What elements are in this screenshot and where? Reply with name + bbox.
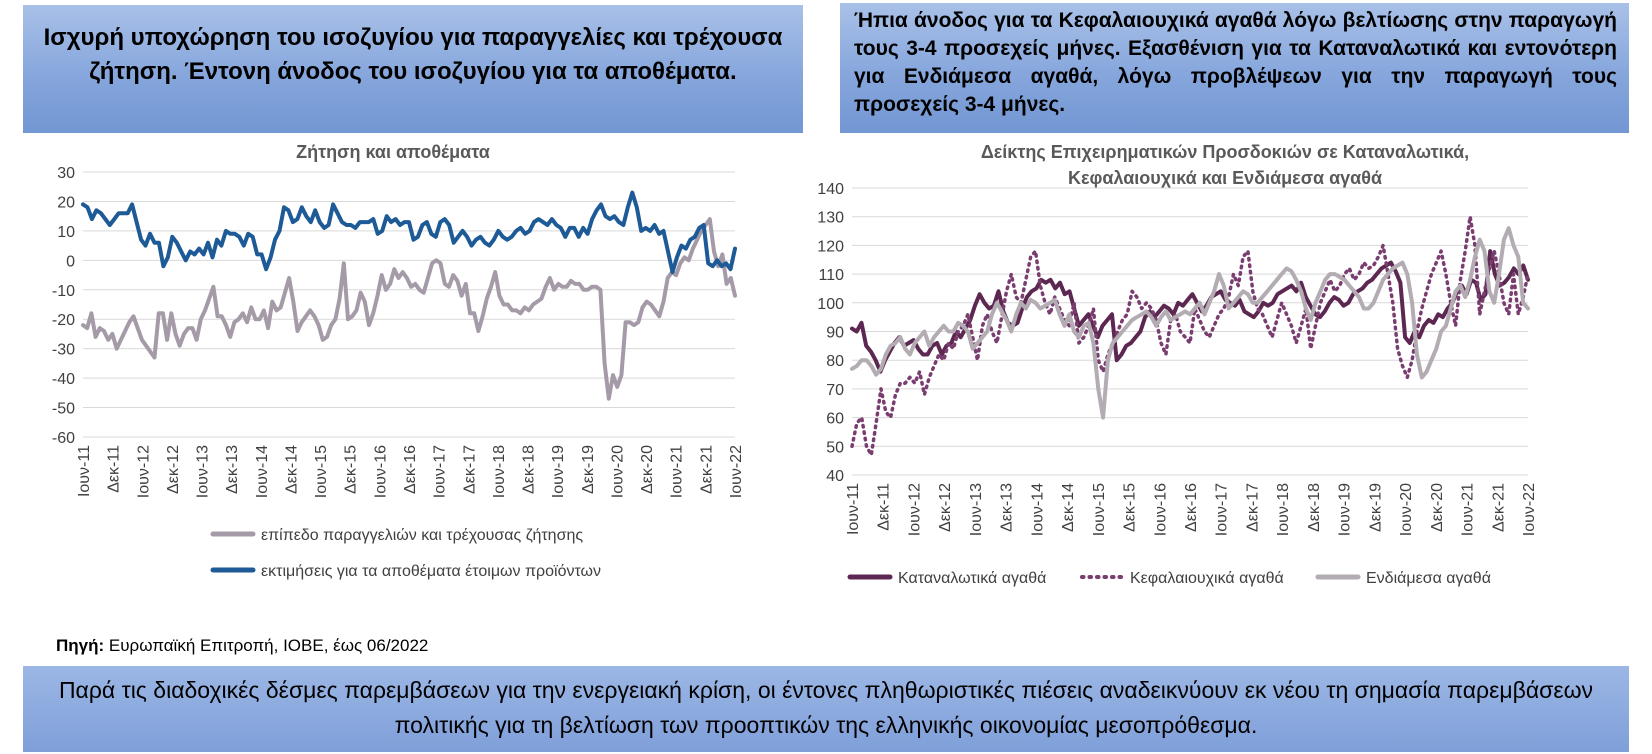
- y-tick-label: -40: [52, 371, 75, 388]
- x-tick-label: Δεκ-16: [402, 445, 419, 494]
- source-text: Ευρωπαϊκή Επιτροπή, ΙΟΒΕ, έως 06/2022: [104, 636, 429, 655]
- x-tick-label: Δεκ-15: [343, 445, 360, 494]
- x-tick-label: Δεκ-13: [999, 483, 1016, 532]
- x-tick-label: Δεκ-11: [106, 445, 123, 493]
- legend-label: Ενδιάμεσα αγαθά: [1366, 570, 1491, 587]
- x-tick-label: Ιουν-18: [1275, 483, 1292, 536]
- y-tick-label: 60: [826, 411, 844, 428]
- bottom-conclusion-text: Παρά τις διαδοχικές δέσμες παρεμβάσεων γ…: [58, 677, 1594, 738]
- x-tick-label: Δεκ-19: [580, 445, 597, 494]
- y-tick-label: -20: [52, 312, 75, 329]
- chart-title: Κεφαλαιουχικά και Ενδιάμεσα αγαθά: [1068, 168, 1382, 188]
- x-tick-label: Ιουν-11: [845, 483, 862, 535]
- legend-label: επίπεδο παραγγελιών και τρέχουσας ζήτηση…: [261, 527, 583, 544]
- x-tick-label: Ιουν-15: [313, 445, 330, 498]
- y-tick-label: 130: [817, 210, 844, 227]
- x-tick-label: Δεκ-20: [1429, 483, 1446, 532]
- x-tick-label: Ιουν-18: [491, 445, 508, 498]
- x-tick-label: Δεκ-17: [1244, 483, 1261, 532]
- y-tick-label: 120: [817, 238, 844, 255]
- x-tick-label: Δεκ-16: [1183, 483, 1200, 532]
- y-tick-label: 30: [57, 165, 75, 182]
- source-label: Πηγή:: [56, 636, 105, 655]
- y-tick-label: 80: [826, 353, 844, 370]
- x-tick-label: Δεκ-15: [1122, 483, 1139, 532]
- x-tick-label: Ιουν-21: [669, 445, 686, 498]
- x-tick-label: Δεκ-21: [1490, 483, 1507, 532]
- x-tick-label: Ιουν-19: [550, 445, 567, 498]
- chart-business-expectations: Δείκτης Επιχειρηματικών Προσδοκιών σε Κα…: [817, 142, 1538, 587]
- x-tick-label: Ιουν-13: [195, 445, 212, 498]
- x-tick-label: Ιουν-17: [432, 445, 449, 498]
- legend-label: Κεφαλαιουχικά αγαθά: [1130, 570, 1284, 587]
- x-tick-label: Δεκ-14: [283, 445, 300, 494]
- source-note: Πηγή: Ευρωπαϊκή Επιτροπή, ΙΟΒΕ, έως 06/2…: [56, 636, 428, 656]
- x-tick-label: Ιουν-15: [1091, 483, 1108, 536]
- y-tick-label: -60: [52, 430, 75, 447]
- x-tick-label: Ιουν-22: [1521, 483, 1538, 536]
- x-tick-label: Δεκ-21: [698, 445, 715, 494]
- y-tick-label: -50: [52, 401, 75, 418]
- y-tick-label: 90: [826, 325, 844, 342]
- series-line-2: [81, 190, 737, 275]
- y-tick-label: 110: [818, 267, 844, 284]
- y-tick-label: 10: [57, 224, 75, 241]
- y-tick-label: -30: [52, 342, 75, 359]
- x-tick-label: Ιουν-22: [728, 445, 745, 498]
- x-tick-label: Ιουν-20: [1398, 483, 1415, 536]
- x-tick-label: Ιουν-14: [254, 445, 271, 498]
- x-tick-label: Δεκ-18: [1306, 483, 1323, 532]
- x-tick-label: Δεκ-12: [165, 445, 182, 494]
- x-tick-label: Δεκ-13: [224, 445, 241, 494]
- left-header: Ισχυρή υποχώρηση του ισοζυγίου για παραγ…: [23, 5, 803, 133]
- legend-label: Καταναλωτικά αγαθά: [898, 570, 1046, 587]
- chart-title: Ζήτηση και αποθέματα: [296, 142, 490, 162]
- x-tick-label: Δεκ-18: [521, 445, 538, 494]
- x-tick-label: Ιουν-11: [76, 445, 93, 497]
- right-header-text: Ήπια άνοδος για τα Κεφαλαιουχικά αγαθά λ…: [854, 9, 1617, 116]
- x-tick-label: Ιουν-13: [968, 483, 985, 536]
- series-line-2: [850, 214, 1530, 457]
- x-tick-label: Ιουν-16: [372, 445, 389, 498]
- y-tick-label: 50: [826, 439, 844, 456]
- x-tick-label: Ιουν-19: [1337, 483, 1354, 536]
- bottom-conclusion: Παρά τις διαδοχικές δέσμες παρεμβάσεων γ…: [23, 666, 1629, 752]
- y-tick-label: 20: [57, 194, 75, 211]
- x-tick-label: Δεκ-14: [1060, 483, 1077, 532]
- x-tick-label: Δεκ-11: [876, 483, 893, 531]
- chart-title: Δείκτης Επιχειρηματικών Προσδοκιών σε Κα…: [981, 142, 1469, 162]
- x-tick-label: Ιουν-12: [906, 483, 923, 536]
- y-tick-label: 40: [826, 468, 844, 485]
- legend-label: εκτιμήσεις για τα αποθέματα έτοιμων προϊ…: [261, 563, 601, 580]
- y-tick-label: 140: [817, 181, 844, 198]
- right-header: Ήπια άνοδος για τα Κεφαλαιουχικά αγαθά λ…: [840, 3, 1629, 133]
- x-tick-label: Ιουν-12: [135, 445, 152, 498]
- series-line-3: [850, 226, 1530, 420]
- chart-demand-inventories: Ζήτηση και αποθέματα 30 20 10 0 -10 -20 -30 -40 -…: [52, 142, 745, 580]
- x-tick-label: Δεκ-17: [461, 445, 478, 494]
- x-tick-label: Δεκ-19: [1367, 483, 1384, 532]
- series-line-1: [81, 217, 737, 401]
- x-tick-label: Ιουν-14: [1029, 483, 1046, 536]
- x-tick-label: Ιουν-21: [1460, 483, 1477, 536]
- x-tick-label: Ιουν-16: [1152, 483, 1169, 536]
- x-tick-label: Ιουν-20: [609, 445, 626, 498]
- x-tick-label: Ιουν-17: [1214, 483, 1231, 536]
- left-header-text: Ισχυρή υποχώρηση του ισοζυγίου για παραγ…: [43, 24, 783, 85]
- y-tick-label: 100: [817, 296, 844, 313]
- y-tick-label: 70: [826, 382, 844, 399]
- x-tick-label: Δεκ-20: [639, 445, 656, 494]
- x-tick-label: Δεκ-12: [937, 483, 954, 532]
- y-tick-label: -10: [52, 283, 75, 300]
- y-tick-label: 0: [66, 253, 75, 270]
